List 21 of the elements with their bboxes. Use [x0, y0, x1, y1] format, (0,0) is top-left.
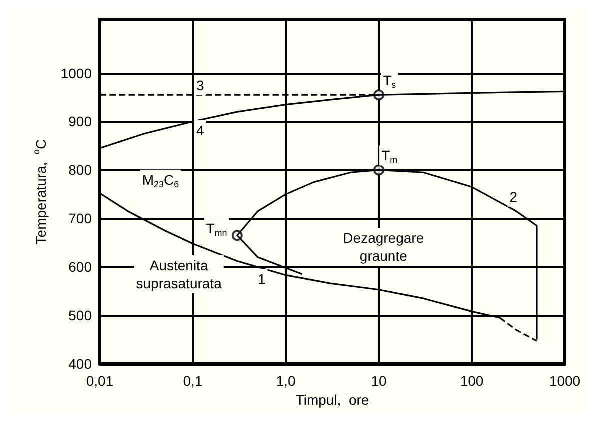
x-axis-title: Timpul, ore: [296, 392, 370, 408]
annotation: Dezagregare graunte: [343, 230, 424, 264]
annotation: 1: [258, 271, 266, 288]
y-tick-label: 500: [68, 308, 92, 324]
annotation: 3: [196, 77, 204, 94]
y-tick-label: 800: [68, 162, 92, 178]
x-tick-label: 1000: [549, 373, 581, 389]
x-tick-label: 100: [460, 373, 484, 389]
x-tick-label: 0,01: [86, 373, 114, 389]
annotation: Austenita suprasaturata: [136, 258, 222, 292]
annotation: 4: [196, 122, 204, 138]
y-tick-label: 400: [68, 356, 92, 372]
y-tick-label: 1000: [60, 65, 92, 82]
x-tick-label: 10: [371, 373, 387, 389]
x-tick-label: 0,1: [183, 373, 203, 389]
y-tick-label: 900: [68, 114, 92, 130]
x-tick-label: 1,0: [276, 373, 296, 389]
y-axis-title: Temperatura, oC: [32, 139, 49, 245]
y-tick-label: 700: [68, 210, 92, 227]
y-tick-label: 600: [68, 259, 92, 276]
annotation: 2: [510, 188, 518, 205]
